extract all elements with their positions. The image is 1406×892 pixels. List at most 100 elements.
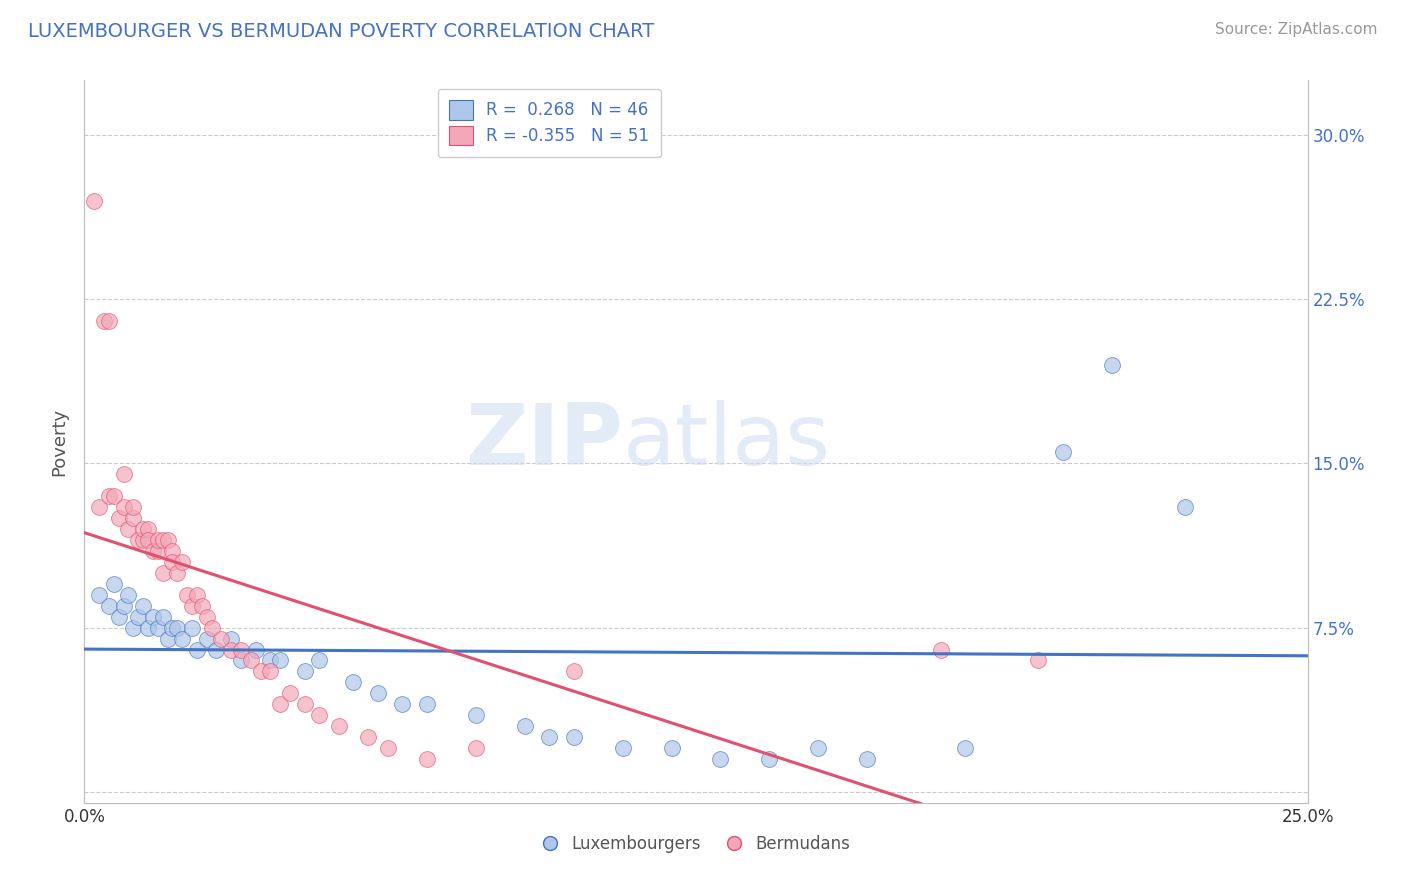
Point (97, 314, 120, 328)
Point (127, 533, 149, 547)
Point (83, 194, 105, 208)
Point (162, 555, 184, 569)
Point (97, 599, 120, 613)
Point (103, 577, 125, 591)
Point (166, 566, 188, 580)
Point (195, 609, 218, 624)
Point (249, 665, 271, 679)
Point (259, 653, 281, 667)
Point (416, 752, 439, 766)
Point (209, 632, 232, 646)
Point (562, 730, 585, 744)
Point (122, 621, 145, 635)
Point (146, 544, 169, 558)
Point (357, 730, 380, 744)
Point (132, 522, 155, 536)
Point (117, 522, 139, 536)
Text: ZIP: ZIP (465, 400, 623, 483)
Point (929, 642, 952, 657)
Point (856, 752, 879, 766)
Point (87, 588, 110, 602)
Point (195, 632, 218, 646)
Text: Source: ZipAtlas.com: Source: ZipAtlas.com (1215, 22, 1378, 37)
Point (229, 653, 252, 667)
Point (538, 730, 561, 744)
Point (308, 653, 330, 667)
Point (112, 500, 135, 515)
Point (342, 675, 364, 690)
Point (661, 741, 683, 756)
Point (117, 588, 139, 602)
Point (142, 609, 165, 624)
Point (127, 609, 149, 624)
Point (152, 533, 174, 547)
Point (112, 467, 135, 482)
Point (294, 665, 316, 679)
Point (112, 599, 135, 613)
Point (103, 489, 125, 503)
Point (219, 632, 242, 646)
Point (269, 653, 291, 667)
Point (186, 642, 208, 657)
Point (156, 533, 179, 547)
Point (132, 599, 155, 613)
Point (391, 698, 413, 712)
Point (562, 665, 585, 679)
Text: LUXEMBOURGER VS BERMUDAN POVERTY CORRELATION CHART: LUXEMBOURGER VS BERMUDAN POVERTY CORRELA… (28, 22, 654, 41)
Point (93, 314, 115, 328)
Point (1101, 358, 1123, 372)
Point (186, 588, 208, 602)
Point (172, 632, 194, 646)
Point (239, 653, 262, 667)
Point (142, 544, 165, 558)
Point (156, 632, 179, 646)
Point (953, 741, 976, 756)
Point (152, 609, 174, 624)
Point (278, 686, 301, 700)
Point (308, 708, 330, 723)
Point (166, 621, 188, 635)
Point (259, 665, 281, 679)
Point (176, 588, 198, 602)
Point (464, 741, 486, 756)
Point (807, 741, 830, 756)
Point (181, 599, 204, 613)
Point (219, 642, 242, 657)
Point (162, 544, 184, 558)
Point (758, 752, 780, 766)
Point (122, 511, 145, 525)
Point (367, 686, 389, 700)
Legend: Luxembourgers, Bermudans: Luxembourgers, Bermudans (534, 828, 858, 860)
Y-axis label: Poverty: Poverty (51, 408, 69, 475)
Point (1028, 653, 1050, 667)
Point (1052, 445, 1074, 459)
Point (136, 522, 159, 536)
Point (1174, 500, 1197, 515)
Point (612, 741, 634, 756)
Point (245, 642, 267, 657)
Point (269, 698, 291, 712)
Point (107, 511, 129, 525)
Point (181, 621, 204, 635)
Point (172, 555, 194, 569)
Point (97, 489, 120, 503)
Point (229, 642, 252, 657)
Point (162, 621, 184, 635)
Point (464, 708, 486, 723)
Point (146, 533, 169, 547)
Point (416, 698, 439, 712)
Point (136, 533, 159, 547)
Point (122, 500, 145, 515)
Point (200, 621, 222, 635)
Point (132, 533, 155, 547)
Point (377, 741, 399, 756)
Point (107, 609, 129, 624)
Point (328, 719, 350, 733)
Point (709, 752, 731, 766)
Point (513, 719, 536, 733)
Point (152, 566, 174, 580)
Point (205, 642, 228, 657)
Point (191, 599, 214, 613)
Text: atlas: atlas (623, 400, 831, 483)
Point (136, 621, 159, 635)
